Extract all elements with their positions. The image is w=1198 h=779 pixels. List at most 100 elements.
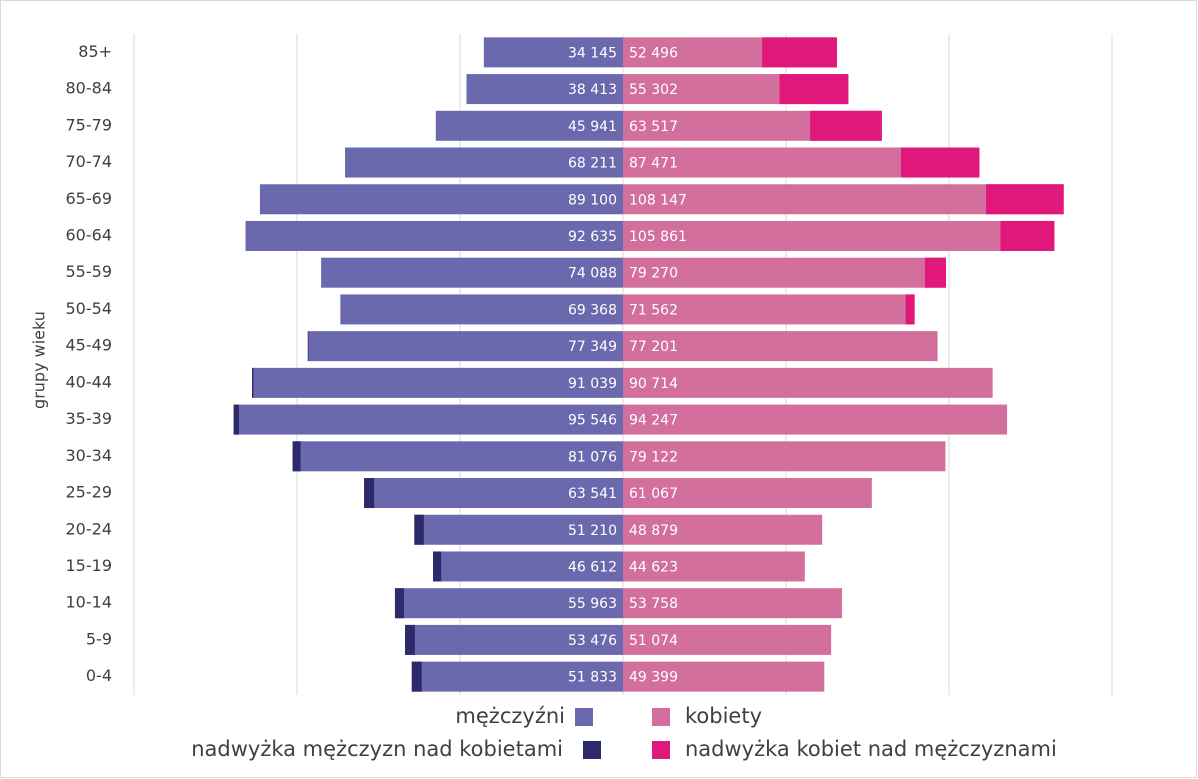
excess-bar	[394, 588, 404, 619]
bar	[623, 220, 1055, 251]
value-label: 77 201	[629, 339, 678, 355]
excess-bar	[307, 331, 309, 362]
excess-bar	[1000, 220, 1055, 251]
value-label: 105 861	[629, 229, 687, 245]
value-label: 87 471	[629, 156, 678, 172]
bar	[623, 588, 843, 619]
value-label: 51 074	[629, 633, 678, 649]
value-label: 89 100	[568, 192, 617, 208]
value-label: 51 833	[568, 670, 617, 686]
excess-bar	[233, 404, 239, 435]
bar	[623, 257, 947, 288]
bar	[466, 74, 623, 105]
value-label: 46 612	[568, 559, 617, 575]
y-tick-label: 70-74	[66, 152, 113, 171]
bar	[245, 220, 623, 251]
legend-label: nadwyżka mężczyzn nad kobietami	[191, 737, 563, 761]
y-tick-label: 80-84	[66, 79, 113, 98]
bar	[623, 404, 1008, 435]
value-label: 74 088	[568, 266, 617, 282]
value-label: 94 247	[629, 413, 678, 429]
legend-label: kobiety	[685, 704, 762, 728]
bar	[321, 257, 623, 288]
y-axis-label: grupy wieku	[30, 311, 49, 409]
value-label: 68 211	[568, 156, 617, 172]
value-label: 53 476	[568, 633, 617, 649]
bar	[623, 551, 805, 582]
value-label: 95 546	[568, 413, 617, 429]
excess-bar	[905, 294, 915, 325]
y-tick-label: 25-29	[66, 483, 113, 502]
excess-bar	[364, 478, 375, 509]
y-tick-label: 0-4	[86, 666, 112, 685]
y-tick-label: 15-19	[66, 556, 113, 575]
y-tick-label: 55-59	[66, 262, 113, 281]
value-label: 63 541	[568, 486, 617, 502]
excess-bar	[779, 74, 849, 105]
bar	[483, 37, 623, 68]
excess-bar	[900, 147, 980, 178]
excess-bar	[414, 514, 424, 545]
bar	[435, 110, 623, 141]
excess-bar	[986, 184, 1064, 215]
y-tick-label: 10-14	[66, 593, 113, 612]
bar	[623, 514, 823, 545]
excess-bar	[810, 110, 882, 141]
value-label: 55 963	[568, 596, 617, 612]
legend-swatch	[652, 741, 670, 759]
y-tick-label: 85+	[78, 42, 112, 61]
value-label: 55 302	[629, 82, 678, 98]
bar	[345, 147, 623, 178]
excess-bar	[433, 551, 442, 582]
excess-bar	[924, 257, 947, 288]
legend-swatch	[583, 741, 601, 759]
bar	[394, 588, 623, 619]
legend-swatch	[575, 708, 593, 726]
excess-bar	[252, 367, 254, 398]
value-label: 38 413	[568, 82, 617, 98]
bar	[340, 294, 623, 325]
bar	[259, 184, 623, 215]
value-label: 45 941	[568, 119, 617, 135]
excess-bar	[292, 441, 301, 472]
bar	[623, 478, 872, 509]
value-label: 69 368	[568, 302, 617, 318]
bar	[623, 624, 832, 655]
value-label: 49 399	[629, 670, 678, 686]
y-tick-label: 45-49	[66, 336, 113, 355]
value-label: 90 714	[629, 376, 678, 392]
bar	[411, 661, 623, 692]
bar	[623, 367, 993, 398]
y-tick-label: 30-34	[66, 446, 113, 465]
excess-bar	[405, 624, 415, 655]
value-label: 63 517	[629, 119, 678, 135]
bar	[623, 661, 825, 692]
bar	[623, 441, 946, 472]
value-label: 51 210	[568, 523, 617, 539]
y-tick-label: 5-9	[86, 629, 112, 648]
bar	[405, 624, 623, 655]
value-label: 44 623	[629, 559, 678, 575]
y-tick-label: 75-79	[66, 115, 113, 134]
value-label: 52 496	[629, 45, 678, 61]
bar	[414, 514, 623, 545]
bar	[364, 478, 623, 509]
excess-bar	[411, 661, 422, 692]
bar	[623, 331, 938, 362]
bar	[292, 441, 623, 472]
y-tick-label: 40-44	[66, 372, 113, 391]
bar	[233, 404, 623, 435]
y-tick-label: 20-24	[66, 519, 113, 538]
y-tick-label: 50-54	[66, 299, 113, 318]
excess-bar	[762, 37, 837, 68]
bar	[623, 294, 915, 325]
y-tick-label: 65-69	[66, 189, 113, 208]
legend-label: nadwyżka kobiet nad mężczyznami	[685, 737, 1057, 761]
value-label: 91 039	[568, 376, 617, 392]
value-label: 34 145	[568, 45, 617, 61]
value-label: 108 147	[629, 192, 687, 208]
bar	[252, 367, 624, 398]
value-label: 81 076	[568, 449, 617, 465]
value-label: 92 635	[568, 229, 617, 245]
